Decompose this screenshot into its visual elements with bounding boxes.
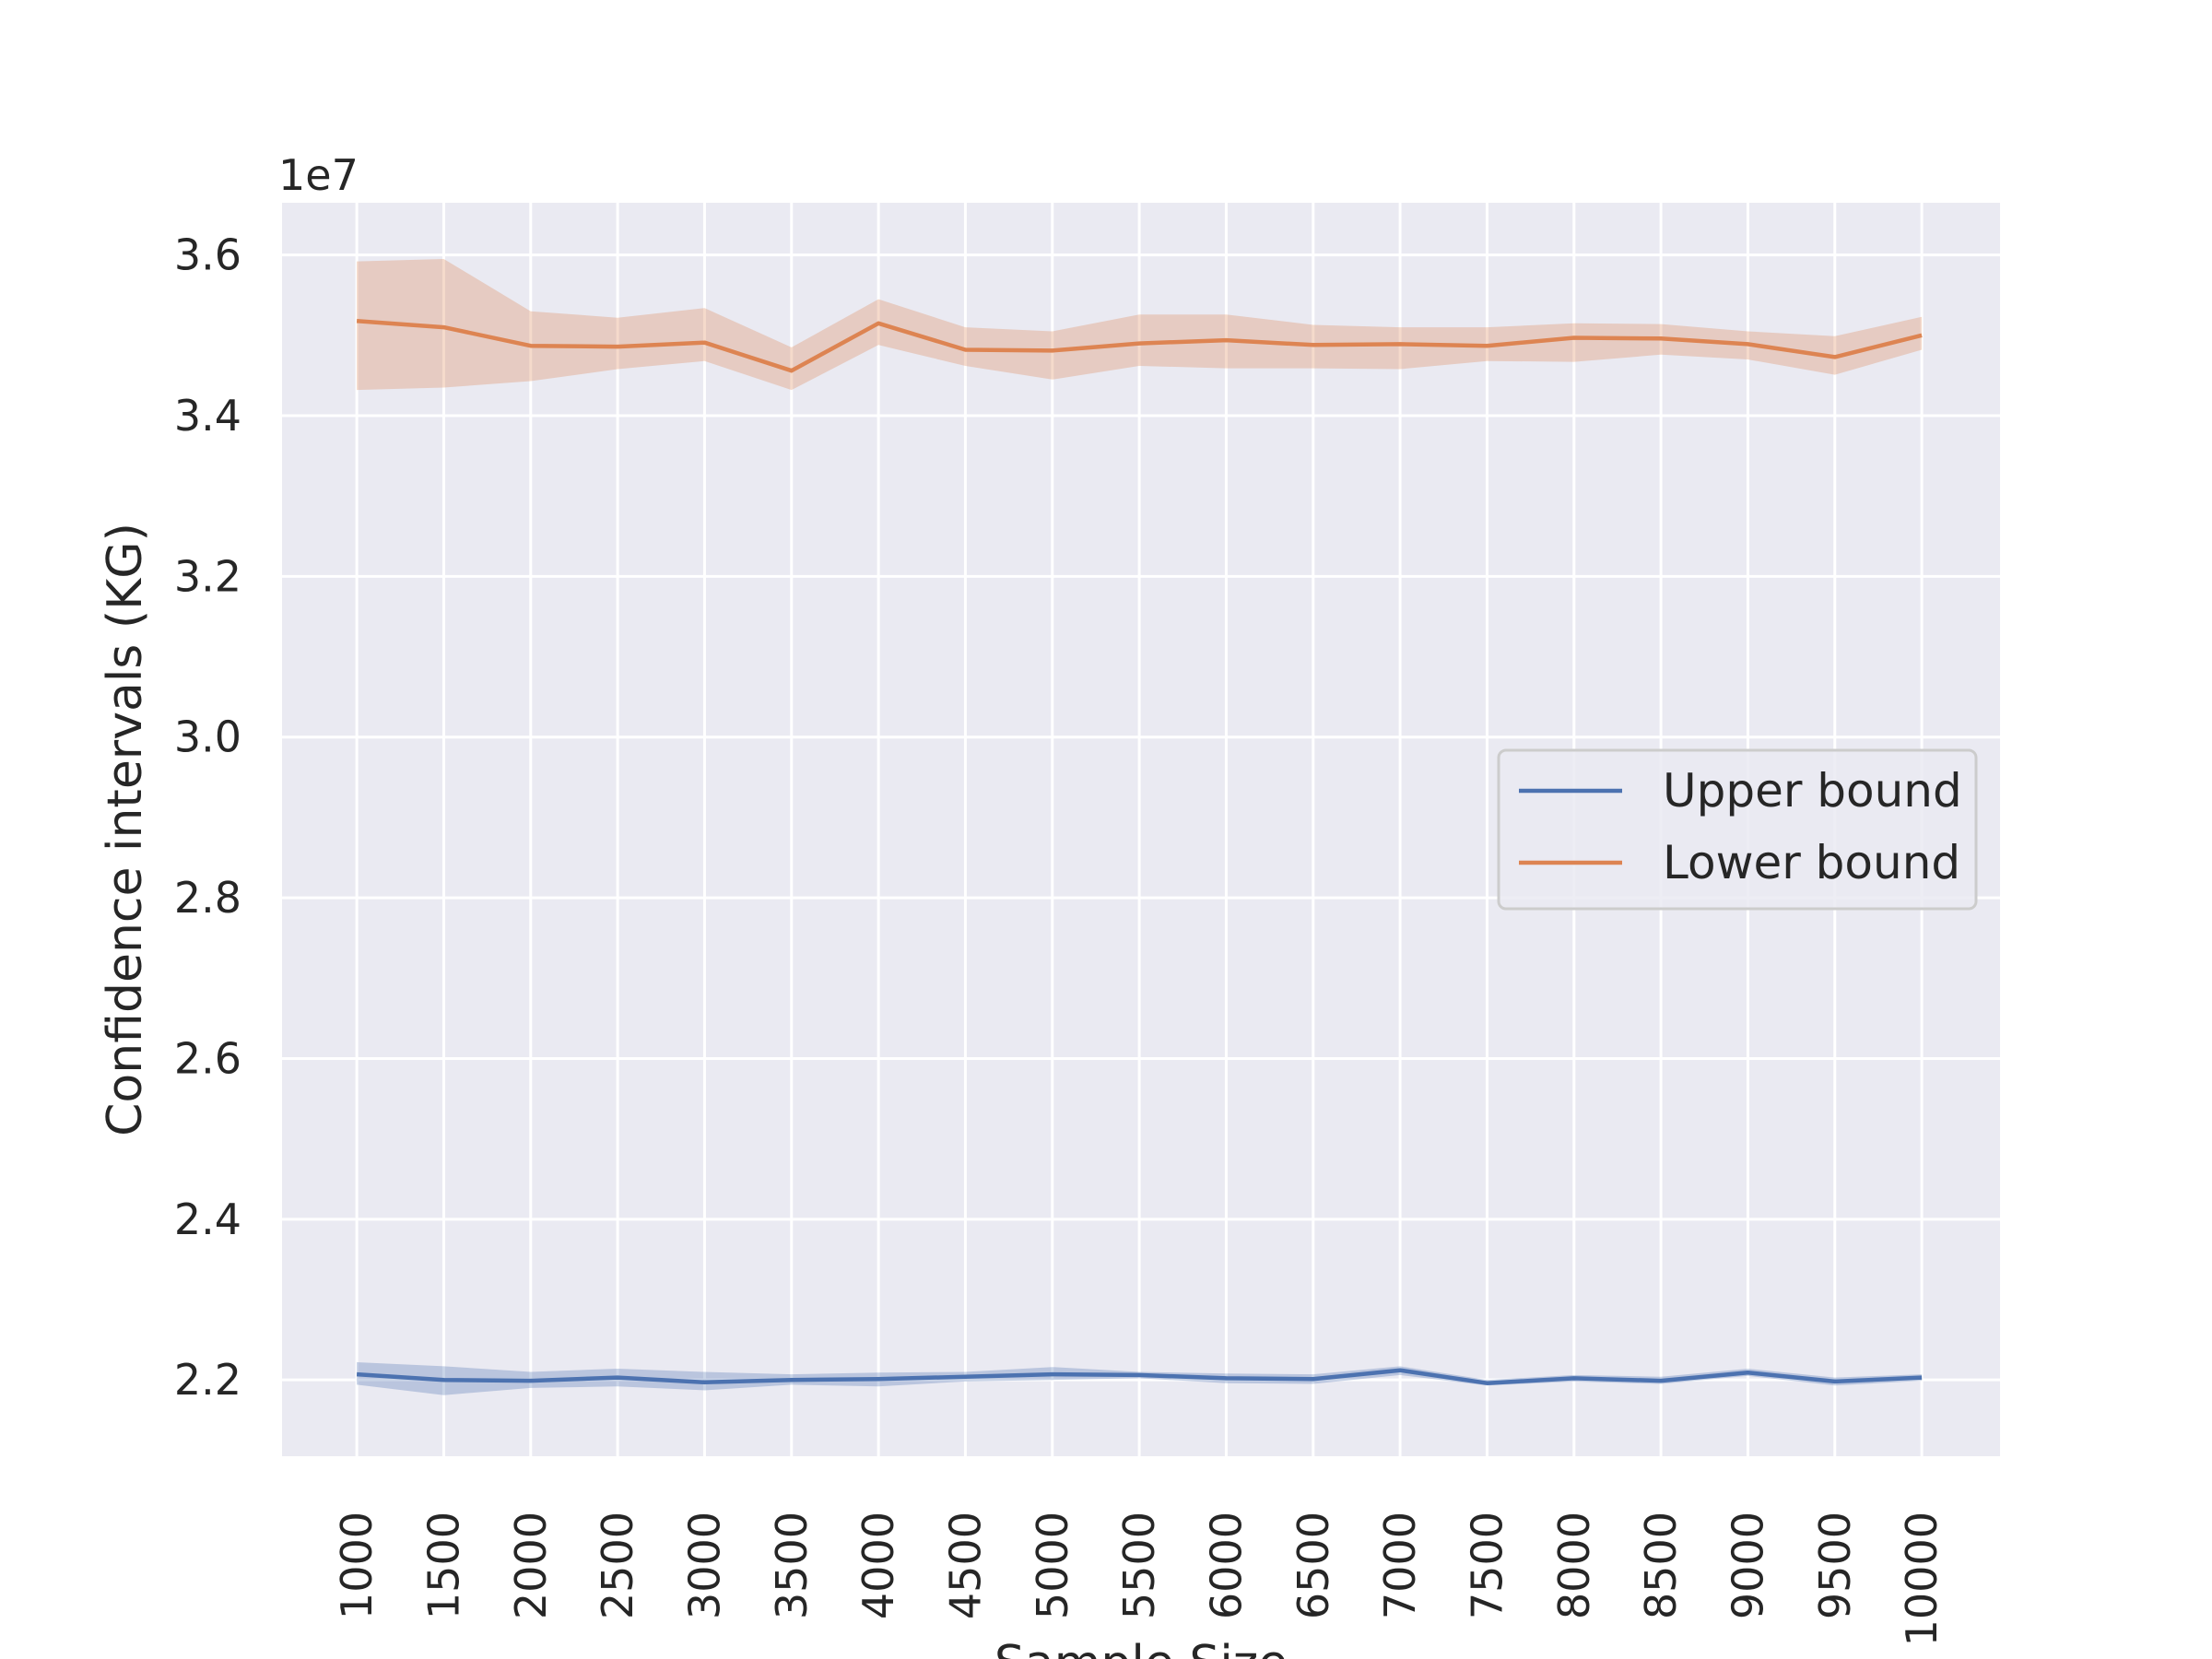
y-tick-label: 2.6 [174, 1033, 241, 1083]
legend: Upper bound Lower bound [1497, 748, 1978, 911]
x-tick-label: 7000 [1375, 1512, 1425, 1619]
x-tick-label: 9500 [1810, 1512, 1860, 1619]
x-tick-label: 8500 [1636, 1512, 1686, 1619]
y-axis-ticks: 2.2 2.4 2.6 2.8 3.0 3.2 3.4 3.6 [174, 230, 241, 1406]
y-tick-label: 2.2 [174, 1355, 241, 1405]
y-tick-label: 3.2 [174, 551, 241, 601]
x-tick-label: 3000 [679, 1512, 729, 1619]
legend-label: Upper bound [1663, 764, 1962, 818]
x-tick-label: 7500 [1462, 1512, 1512, 1619]
x-tick-label: 4500 [940, 1512, 990, 1619]
confidence-band-upper-bound [357, 1362, 1923, 1395]
x-tick-label: 9000 [1723, 1512, 1772, 1619]
x-tick-label: 5000 [1028, 1512, 1077, 1619]
y-tick-label: 2.8 [174, 873, 241, 923]
x-tick-label: 5500 [1114, 1512, 1164, 1619]
y-tick-label: 3.6 [174, 230, 241, 280]
x-axis-ticks: 1000 1500 2000 2500 3000 3500 4000 4500 5000 5500… [332, 1512, 1947, 1646]
series-lines [356, 318, 1923, 1385]
x-tick-label: 4000 [853, 1512, 903, 1619]
y-tick-label: 2.4 [174, 1194, 241, 1244]
x-tick-label: 1500 [418, 1512, 468, 1619]
legend-label: Lower bound [1663, 836, 1960, 889]
x-axis-label: Sample Size [994, 1636, 1288, 1659]
series-line-upper-bound [356, 1368, 1923, 1385]
y-offset-text: 1e7 [278, 150, 359, 200]
y-tick-label: 3.0 [174, 712, 241, 762]
y-axis-label: Confidence intervals (KG) [98, 523, 153, 1136]
x-tick-label: 3500 [767, 1512, 817, 1619]
x-tick-label: 6500 [1288, 1512, 1338, 1619]
series-line-lower-bound [356, 318, 1923, 373]
x-tick-label: 2500 [593, 1512, 642, 1619]
x-tick-label: 8000 [1549, 1512, 1599, 1619]
x-tick-label: 10000 [1897, 1512, 1947, 1646]
y-tick-label: 3.4 [174, 391, 241, 441]
x-tick-label: 1000 [332, 1512, 382, 1619]
x-tick-label: 6000 [1201, 1512, 1251, 1619]
x-tick-label: 2000 [506, 1512, 556, 1619]
